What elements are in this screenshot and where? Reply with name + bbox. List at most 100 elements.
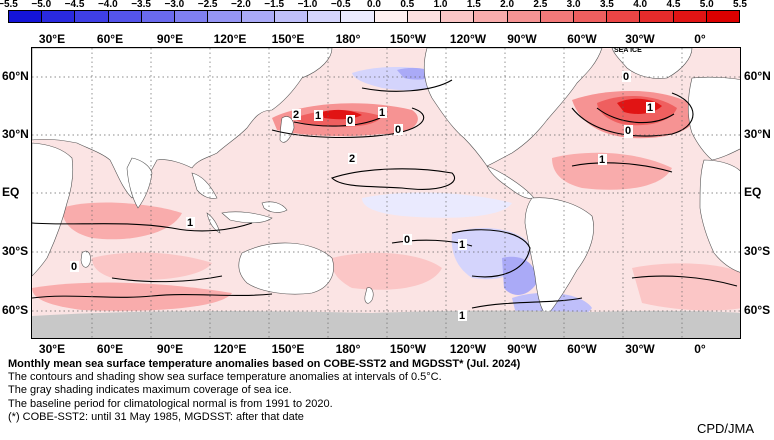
latitude-label: 60°N xyxy=(744,69,771,83)
longitude-label: 120°E xyxy=(213,342,247,356)
longitude-label: 120°E xyxy=(213,32,247,46)
contour-label: 1 xyxy=(459,239,465,251)
color-scale-label: 4.0 xyxy=(633,0,648,10)
contour-label: 0 xyxy=(623,71,629,83)
color-scale-label: 5.5 xyxy=(733,0,747,10)
color-scale-swatch xyxy=(108,11,142,22)
longitude-label: 90°E xyxy=(156,32,184,46)
color-scale-label: 0.0 xyxy=(367,0,381,10)
contour-label-bg xyxy=(458,239,467,250)
latitude-label: 30°S xyxy=(744,244,771,258)
longitude-label: 90°E xyxy=(156,342,184,356)
contour-label: 1 xyxy=(315,110,321,122)
contour-label: 0 xyxy=(625,125,631,137)
color-scale-label: 1.5 xyxy=(466,0,481,10)
color-scale-label: 2.0 xyxy=(500,0,515,10)
contour-label: 1 xyxy=(599,154,605,166)
sst-anomaly-map: 0210102110101011 xyxy=(31,47,741,339)
longitude-label: 150°W xyxy=(389,32,427,46)
color-scale-swatch xyxy=(573,11,608,22)
contour-label-bg xyxy=(646,102,655,113)
color-scale-label: −4.5 xyxy=(64,0,85,10)
longitude-label: 0° xyxy=(694,342,706,356)
color-scale-bar: −5.5 −5.0 −4.5 −4.0 −3.5 −3.0 −2.5 −2.0 −1.5 −1.0… xyxy=(0,0,774,26)
latitude-label: 60°S xyxy=(2,303,29,317)
color-scale-swatch xyxy=(341,11,375,22)
credit-label: CPD/JMA xyxy=(696,421,754,436)
caption-line-4: (*) COBE-SST2: until 31 May 1985, MGDSST… xyxy=(8,410,304,423)
color-scale-label: 3.0 xyxy=(566,0,581,10)
contour-label-bg xyxy=(378,107,387,118)
longitude-label: 150°E xyxy=(271,342,305,356)
color-scale-label: 5.0 xyxy=(699,0,714,10)
color-scale-swatch xyxy=(274,11,309,22)
color-scale-label: −5.5 xyxy=(0,0,18,10)
land-masses xyxy=(32,48,740,317)
color-scale-label: −1.5 xyxy=(264,0,285,10)
color-scale-swatch xyxy=(9,11,43,22)
latitude-label: 30°N xyxy=(2,127,29,141)
color-scale-label: −4.0 xyxy=(97,0,118,10)
caption-title: Monthly mean sea surface temperature ano… xyxy=(8,358,521,370)
color-scale-swatch xyxy=(308,11,342,22)
contour-label: 1 xyxy=(187,217,193,229)
map-canvas: 0210102110101011 xyxy=(32,48,740,338)
caption-line-2: The gray shading indicates maximum cover… xyxy=(8,384,292,397)
longitude-label: 120°W xyxy=(449,32,487,46)
color-scale-label: −2.5 xyxy=(197,0,218,10)
contour-label: 0 xyxy=(347,115,353,127)
longitude-label: 120°W xyxy=(449,342,487,356)
longitude-label: 90°W xyxy=(507,32,537,46)
color-scale-swatch xyxy=(706,11,740,22)
color-scale-swatch xyxy=(175,11,209,22)
longitude-label: 30°W xyxy=(625,32,655,46)
color-scale-swatch xyxy=(507,11,541,22)
color-scale-swatch xyxy=(241,11,275,22)
contour-label-bg xyxy=(458,310,467,321)
color-scale-swatch xyxy=(474,11,508,22)
contour-label-bg xyxy=(292,109,301,120)
latitude-label: EQ xyxy=(2,185,20,199)
contour-label-bg xyxy=(314,110,323,121)
color-scale-strip xyxy=(8,10,740,23)
graticule xyxy=(32,48,740,338)
contour-label-bg xyxy=(598,154,607,165)
contour-label-bg xyxy=(624,125,633,136)
color-scale-swatch xyxy=(640,11,674,22)
longitude-label: 30°W xyxy=(625,342,655,356)
color-scale-swatch xyxy=(407,11,442,22)
contour-label: 0 xyxy=(71,261,77,273)
longitude-label: 150°E xyxy=(271,32,305,46)
latitude-label: 60°S xyxy=(744,303,771,317)
contour-label-bg xyxy=(348,153,357,164)
color-scale-label: −5.0 xyxy=(31,0,52,10)
color-scale-swatch xyxy=(607,11,641,22)
color-scale-label: 0.5 xyxy=(400,0,415,10)
caption-line-3: The baseline period for climatological n… xyxy=(8,397,333,410)
contour-label-bg xyxy=(403,234,412,245)
figure-caption: Monthly mean sea surface temperature ano… xyxy=(8,358,628,424)
color-scale-label: −3.5 xyxy=(131,0,151,10)
contour-label-bg xyxy=(70,261,79,272)
contour-label-bg xyxy=(186,217,195,228)
longitude-label: 90°W xyxy=(507,342,537,356)
longitude-label: 60°E xyxy=(96,32,124,46)
color-scale-label: −2.0 xyxy=(231,0,251,10)
color-scale-swatch xyxy=(75,11,109,22)
color-scale-label: −3.0 xyxy=(164,0,185,10)
contour-label-bg xyxy=(622,71,631,82)
longitude-label: 180° xyxy=(335,342,361,356)
color-scale-swatch xyxy=(540,11,574,22)
latitude-label: 30°N xyxy=(744,127,771,141)
color-scale-label: 1.0 xyxy=(433,0,448,10)
color-scale-label: −1.0 xyxy=(297,0,318,10)
longitude-label: 60°W xyxy=(567,32,597,46)
longitude-label: 30°E xyxy=(38,32,66,46)
longitude-label: 60°E xyxy=(96,342,124,356)
contour-label: 2 xyxy=(349,153,355,165)
longitude-label: 180° xyxy=(335,32,361,46)
color-scale-label: 3.5 xyxy=(599,0,614,10)
color-scale-swatch xyxy=(208,11,242,22)
color-scale-swatch xyxy=(374,11,408,22)
contour-label: 0 xyxy=(404,234,410,246)
